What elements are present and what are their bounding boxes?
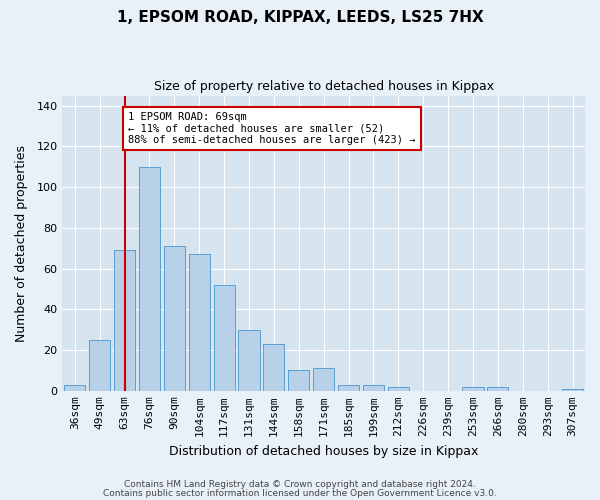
X-axis label: Distribution of detached houses by size in Kippax: Distribution of detached houses by size … — [169, 444, 478, 458]
Bar — [487, 386, 508, 391]
Bar — [562, 389, 583, 391]
Bar — [313, 368, 334, 391]
Bar — [164, 246, 185, 391]
Bar — [338, 384, 359, 391]
Bar — [64, 384, 85, 391]
Bar — [188, 254, 210, 391]
Text: 1 EPSOM ROAD: 69sqm
← 11% of detached houses are smaller (52)
88% of semi-detach: 1 EPSOM ROAD: 69sqm ← 11% of detached ho… — [128, 112, 416, 145]
Bar — [463, 386, 484, 391]
Title: Size of property relative to detached houses in Kippax: Size of property relative to detached ho… — [154, 80, 494, 93]
Bar — [139, 167, 160, 391]
Bar — [288, 370, 310, 391]
Y-axis label: Number of detached properties: Number of detached properties — [15, 144, 28, 342]
Bar — [388, 386, 409, 391]
Bar — [238, 330, 260, 391]
Bar — [263, 344, 284, 391]
Bar — [114, 250, 135, 391]
Text: 1, EPSOM ROAD, KIPPAX, LEEDS, LS25 7HX: 1, EPSOM ROAD, KIPPAX, LEEDS, LS25 7HX — [116, 10, 484, 25]
Text: Contains HM Land Registry data © Crown copyright and database right 2024.: Contains HM Land Registry data © Crown c… — [124, 480, 476, 489]
Text: Contains public sector information licensed under the Open Government Licence v3: Contains public sector information licen… — [103, 488, 497, 498]
Bar — [214, 285, 235, 391]
Bar — [363, 384, 384, 391]
Bar — [89, 340, 110, 391]
